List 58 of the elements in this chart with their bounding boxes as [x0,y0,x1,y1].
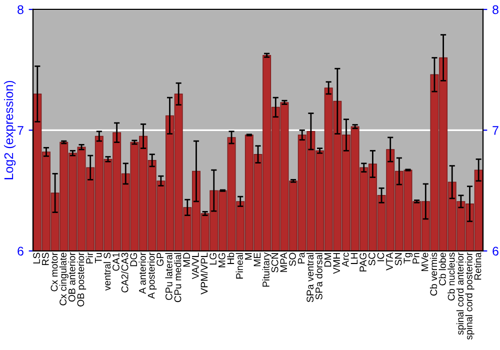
x-tick-label: LG [210,253,216,265]
y2-tick-label: 7 [492,126,498,135]
x-tick-label: LS [33,252,40,264]
x-tick-label: Arc [342,252,349,267]
x-tick-label: SCN [271,253,278,272]
y-tick-label: 6 [18,246,24,256]
x-tick-label: SO [289,252,296,266]
x-tick-label: Cb nucleus [448,252,455,300]
x-tick-label: SPa ventral [306,252,314,302]
x-tick-label: ventral S [103,252,111,291]
x-tick-label: ME [254,252,261,266]
x-tick-label: Pn [412,252,420,264]
y2-tick-label: 6 [492,246,498,256]
x-tick-label: MG [218,253,226,268]
x-tick-label: CPu lateral [165,252,172,300]
x-tick-label: Tu [95,252,102,264]
x-tick-label: VMH [333,253,340,274]
x-tick-label: IC [377,252,384,262]
x-tick-label: SPa dorsal [315,252,322,300]
x-tick-label: Pineal [236,252,243,279]
x-tick-label: Pa [298,252,305,264]
x-tick-label: Cb vermis [430,252,438,296]
x-tick-label: Retina [474,252,482,280]
x-tick-label: VPM/VPL [200,252,208,294]
x-tick-label: Cx motor [50,252,58,292]
x-tick-label: LH [350,253,358,264]
x-tick-label: DM [324,253,332,267]
x-tick-label: A anterior [138,252,146,294]
y-tick-label: 7 [18,126,24,135]
x-tick-label: Hb [227,252,234,264]
x-tick-label: OB posterior [77,252,86,306]
x-tick-label: MPA [280,252,287,272]
x-tick-label: Pituitary [262,252,272,287]
x-tick-label: VTA [386,252,393,270]
y-axis-title: Log2 (expression) [4,80,16,180]
x-tick-label: Tg [404,252,413,264]
y2-tick-label: 8 [492,5,498,14]
x-tick-label: OB anterior [68,252,76,302]
x-tick-label: CA2/CA3 [121,252,128,292]
x-tick-label: RS [42,252,49,266]
x-tick-label: MD [183,252,190,267]
x-tick-label: SN [394,253,402,266]
x-tick-label: VA/VL [192,252,199,280]
y-tick-label: 8 [18,5,24,14]
x-tick-label: M [245,253,252,260]
x-tick-label: MVe [421,252,428,271]
x-tick-label: GP [156,252,164,266]
x-tick-label: SC [368,252,376,266]
x-tick-label: Cx cingulate [59,252,68,306]
x-tick-label: Pir [86,252,93,264]
x-tick-label: spinal cord anterior [456,252,466,335]
x-tick-label: Cb lobe [438,252,446,286]
x-tick-label: CPu medial [174,252,182,302]
x-tick-label: A posterior [148,252,157,299]
x-tick-label: CA1 [112,252,120,271]
x-tick-label: PAG [360,253,366,272]
x-tick-label: spinal cord posterior [465,252,474,340]
x-tick-label: DG [130,253,138,266]
